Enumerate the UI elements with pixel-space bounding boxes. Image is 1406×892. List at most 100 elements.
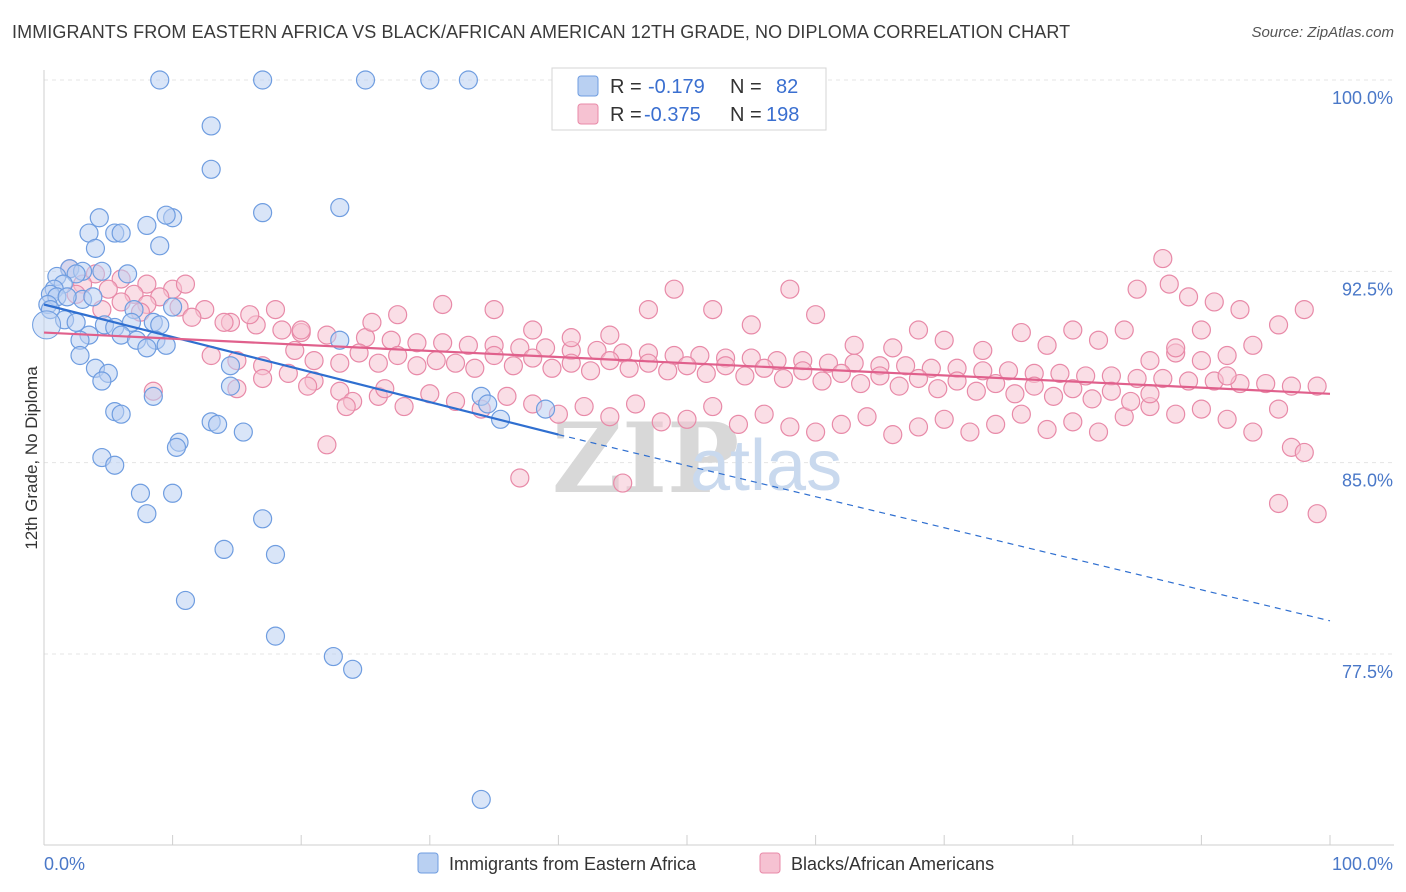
blue-point bbox=[150, 236, 170, 256]
watermark-zip: ZIP bbox=[552, 402, 739, 515]
y-tick-label: 100.0% bbox=[1332, 88, 1393, 108]
series-legend: Immigrants from Eastern Africa Blacks/Af… bbox=[417, 852, 994, 874]
pink-point bbox=[703, 300, 723, 320]
pink-point bbox=[851, 373, 871, 394]
blue-point bbox=[163, 297, 183, 317]
pink-point bbox=[1088, 330, 1109, 350]
pink-point bbox=[1166, 404, 1186, 424]
pink-point bbox=[1178, 371, 1199, 391]
pink-point bbox=[510, 468, 530, 488]
blue-point bbox=[233, 422, 253, 442]
legend-n-value-blue: 82 bbox=[776, 76, 798, 98]
blue-point bbox=[111, 223, 131, 243]
pink-point bbox=[625, 394, 646, 414]
legend-n-label-pink: N = bbox=[730, 104, 762, 126]
legend-r-label-pink: R = bbox=[610, 104, 642, 126]
blue-point bbox=[32, 310, 62, 340]
pink-point bbox=[889, 376, 909, 396]
pink-point bbox=[1256, 373, 1276, 394]
pink-point bbox=[1011, 404, 1031, 424]
blue-point bbox=[150, 70, 170, 90]
blue-trend-line bbox=[43, 303, 559, 436]
pink-point bbox=[388, 305, 408, 325]
pink-point bbox=[445, 391, 466, 412]
pink-point bbox=[503, 356, 523, 376]
pink-point bbox=[677, 409, 697, 429]
pink-point bbox=[1101, 381, 1121, 401]
blue-point bbox=[265, 544, 286, 565]
bottom-legend-swatch-blue bbox=[417, 852, 439, 874]
pink-point bbox=[1281, 376, 1302, 396]
pink-point bbox=[1121, 391, 1141, 412]
pink-point bbox=[658, 361, 678, 381]
pink-point bbox=[298, 376, 318, 396]
pink-point bbox=[651, 412, 671, 432]
correlation-legend: R = -0.179 N = 82 R = -0.375 N = 198 bbox=[551, 67, 827, 131]
pink-point bbox=[330, 353, 350, 373]
blue-point bbox=[420, 70, 440, 90]
pink-point bbox=[613, 473, 633, 493]
blue-point bbox=[220, 376, 241, 396]
blue-point bbox=[478, 394, 498, 414]
pink-point bbox=[986, 414, 1006, 434]
pink-point bbox=[908, 368, 929, 389]
blue-point bbox=[208, 414, 228, 434]
pink-point bbox=[600, 325, 620, 345]
blue-point bbox=[330, 330, 350, 350]
pink-point bbox=[973, 361, 993, 381]
blue-point bbox=[156, 205, 176, 225]
blue-point bbox=[253, 203, 273, 223]
legend-r-value-pink: -0.375 bbox=[644, 104, 701, 126]
pink-point bbox=[336, 396, 356, 417]
pink-point bbox=[1204, 292, 1224, 312]
pink-point bbox=[484, 345, 504, 366]
pink-point bbox=[523, 348, 543, 368]
pink-point bbox=[394, 396, 414, 417]
pink-point bbox=[1050, 363, 1070, 383]
pink-point bbox=[908, 417, 929, 437]
pink-point bbox=[214, 312, 234, 332]
pink-point bbox=[1159, 274, 1179, 294]
pink-point bbox=[1037, 419, 1057, 440]
legend-n-value-pink: 198 bbox=[766, 104, 799, 126]
pink-point bbox=[934, 409, 954, 429]
pink-point bbox=[291, 320, 311, 340]
blue-point bbox=[70, 345, 90, 366]
pink-point bbox=[1037, 335, 1057, 355]
pink-point bbox=[1063, 412, 1083, 432]
pink-point bbox=[831, 414, 851, 434]
blue-point bbox=[323, 646, 343, 667]
pink-point bbox=[253, 368, 273, 389]
blue-point bbox=[66, 264, 86, 284]
pink-point bbox=[973, 340, 993, 361]
blue-point bbox=[105, 455, 125, 475]
pink-point bbox=[883, 338, 903, 358]
pink-point bbox=[812, 371, 832, 391]
pink-point bbox=[304, 351, 324, 371]
blue-point bbox=[85, 238, 106, 258]
blue-point bbox=[355, 70, 376, 90]
pink-point bbox=[175, 274, 196, 294]
pink-point bbox=[1043, 386, 1064, 406]
pink-point bbox=[368, 353, 388, 373]
blue-point bbox=[166, 437, 187, 457]
pink-point bbox=[998, 361, 1019, 381]
tick-labels: 77.5% 85.0% 92.5% 100.0% 0.0% 100.0% bbox=[44, 88, 1393, 874]
pink-point bbox=[703, 396, 723, 417]
x-tick-label-max: 100.0% bbox=[1332, 854, 1393, 874]
pink-point bbox=[1088, 422, 1109, 442]
pink-point bbox=[561, 328, 581, 348]
pink-point bbox=[883, 425, 903, 445]
trend-lines bbox=[43, 303, 1331, 622]
pink-point bbox=[966, 381, 986, 401]
chart-title: IMMIGRANTS FROM EASTERN AFRICA VS BLACK/… bbox=[12, 22, 1071, 42]
pink-point bbox=[1243, 335, 1263, 355]
pink-point bbox=[497, 386, 517, 406]
pink-point bbox=[696, 363, 716, 383]
pink-point bbox=[1127, 279, 1147, 299]
blue-point bbox=[137, 215, 157, 236]
pink-trend-line bbox=[43, 331, 1331, 395]
pink-point bbox=[388, 345, 408, 366]
pink-point bbox=[754, 404, 774, 424]
